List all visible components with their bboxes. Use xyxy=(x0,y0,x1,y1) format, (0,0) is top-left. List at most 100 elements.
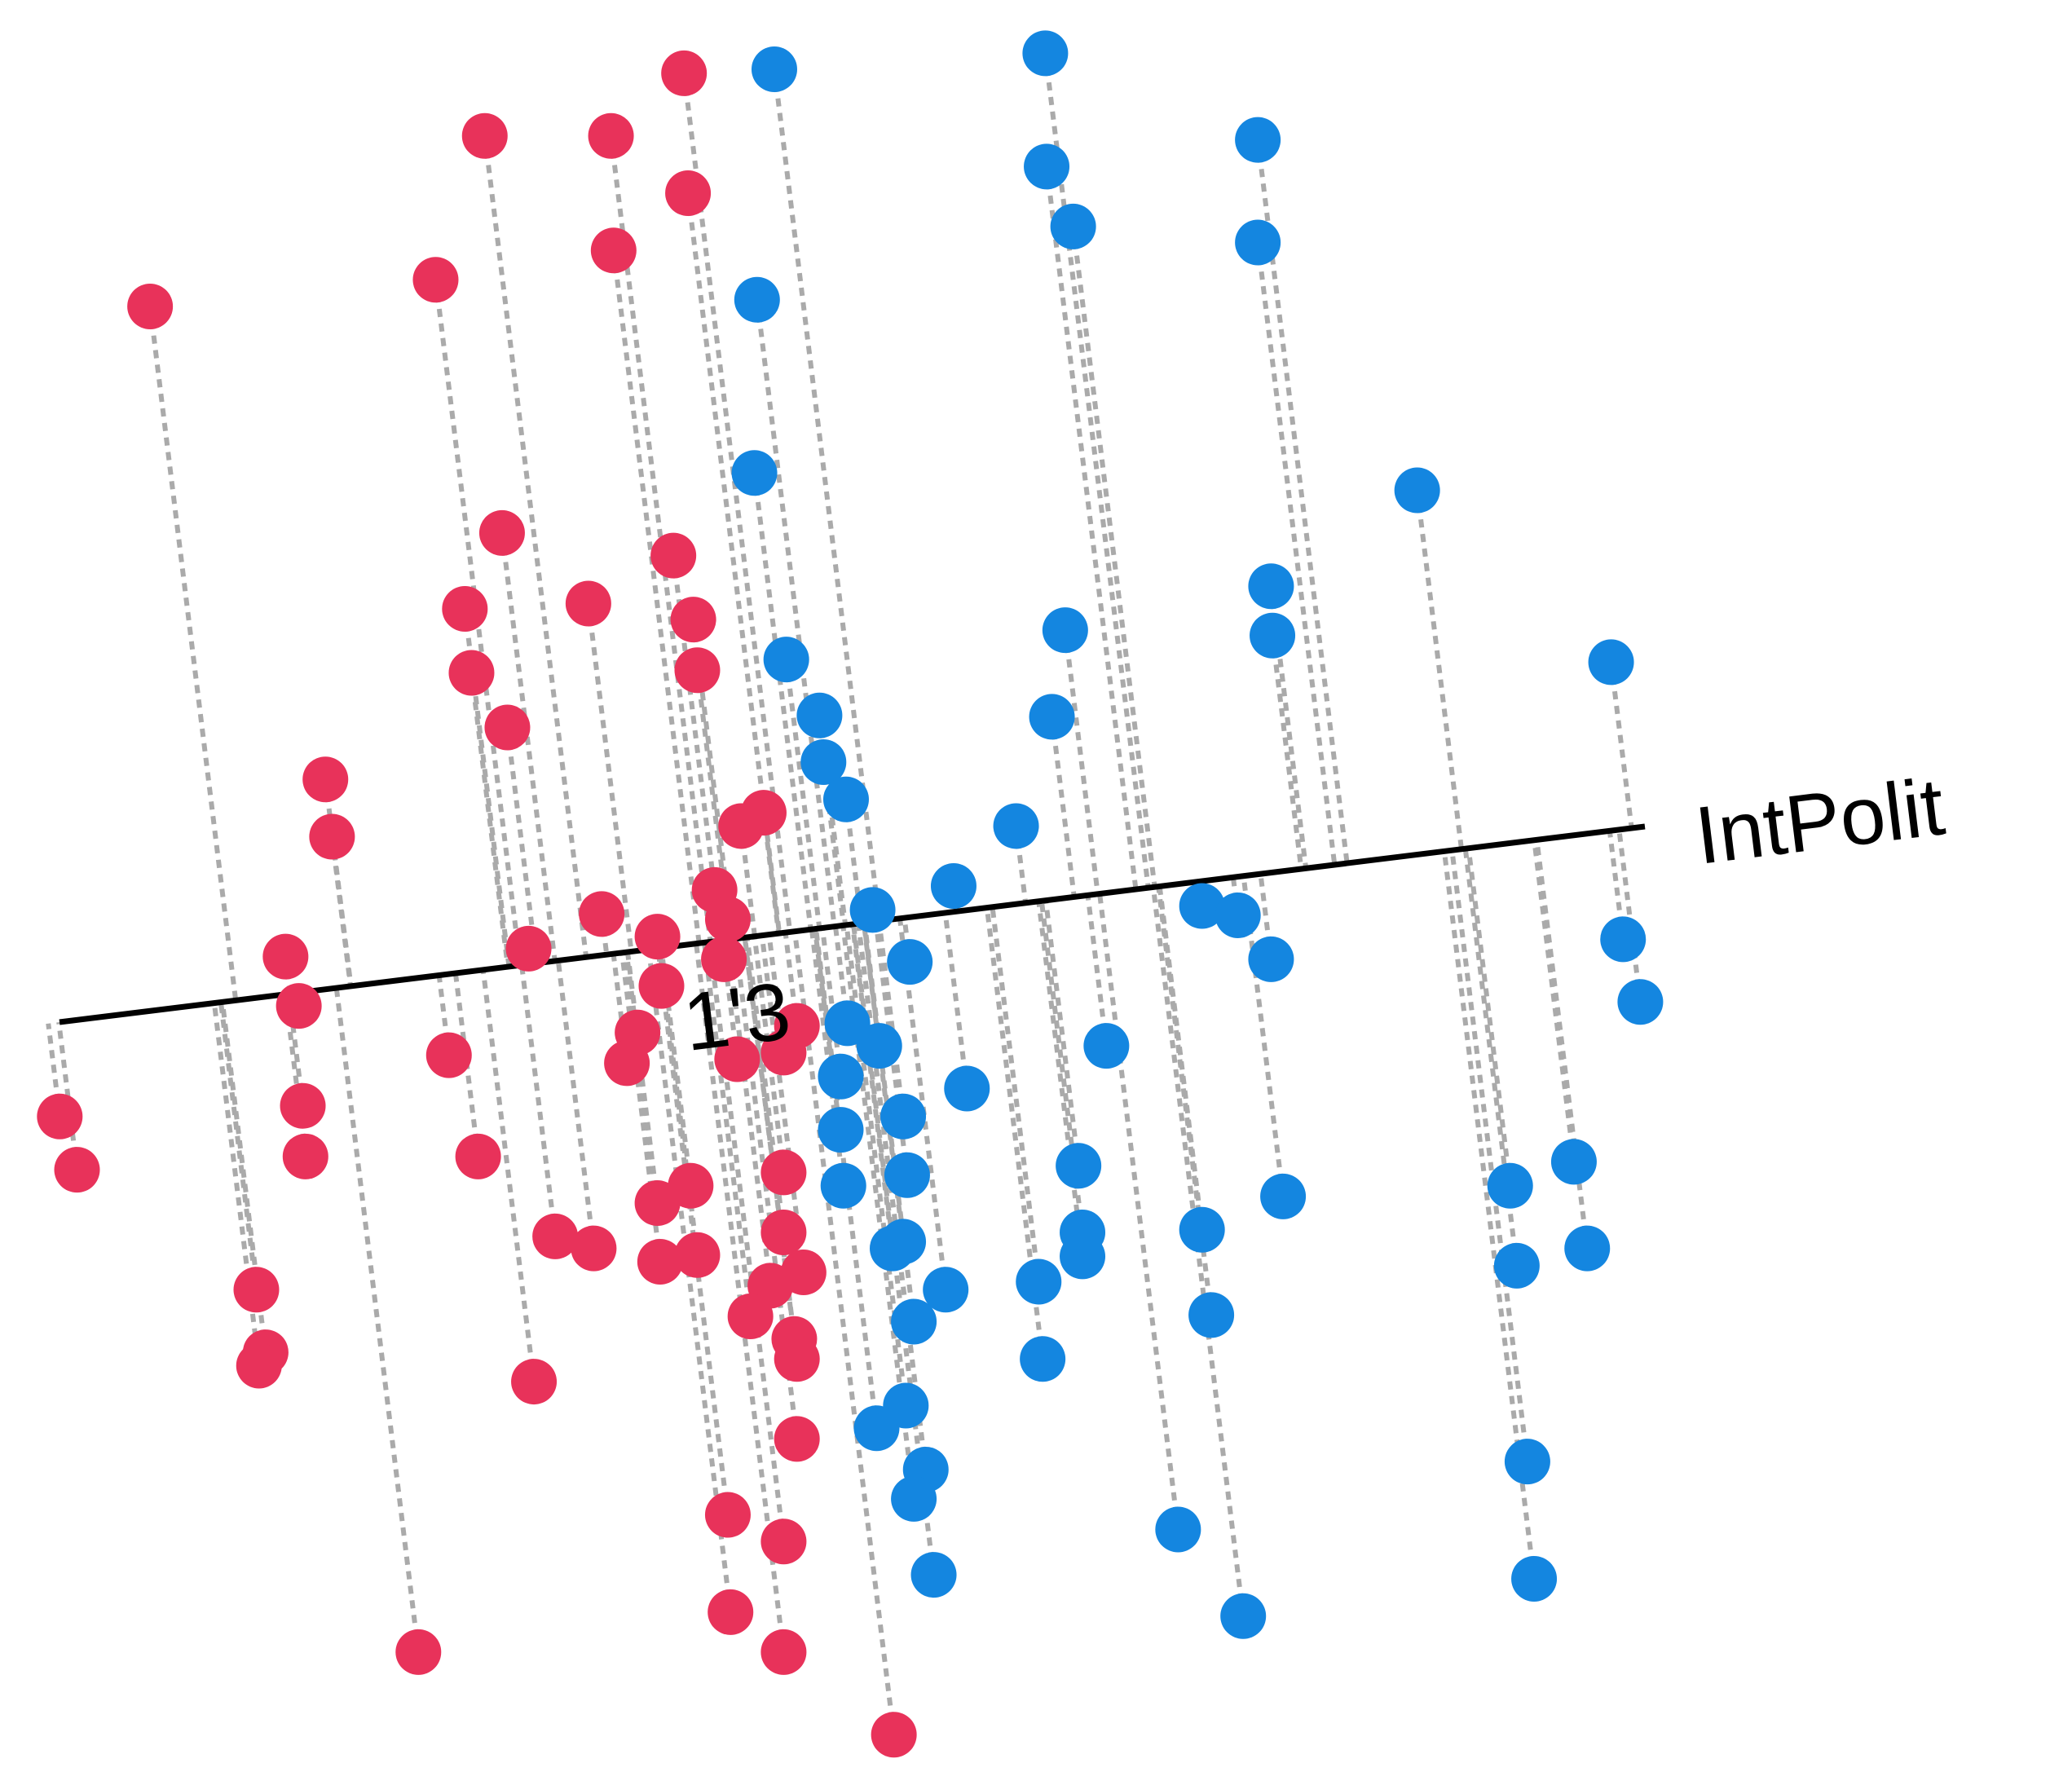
point xyxy=(127,283,174,329)
point xyxy=(1050,203,1096,249)
point xyxy=(763,637,809,683)
point xyxy=(944,1065,990,1112)
point xyxy=(1215,892,1261,938)
projection-line xyxy=(505,727,540,964)
point xyxy=(849,887,896,933)
point xyxy=(871,1712,917,1758)
point xyxy=(674,1232,721,1278)
point xyxy=(511,1359,558,1405)
point xyxy=(1588,639,1634,685)
projection-line xyxy=(333,987,421,1653)
point xyxy=(824,1000,871,1047)
point xyxy=(1024,143,1070,190)
projection-line xyxy=(820,928,844,1078)
point xyxy=(818,1107,864,1153)
projection-line xyxy=(681,73,793,932)
point xyxy=(923,1267,969,1313)
projection-line xyxy=(659,947,694,1187)
point xyxy=(650,532,697,579)
point xyxy=(704,1492,751,1538)
point xyxy=(665,170,712,217)
point xyxy=(1220,1593,1267,1639)
projection-line xyxy=(876,920,906,1117)
point xyxy=(425,1032,472,1078)
point xyxy=(1617,979,1664,1025)
point xyxy=(1155,1506,1201,1553)
projection-line xyxy=(742,937,800,1360)
point xyxy=(1600,916,1647,963)
point xyxy=(455,1133,501,1179)
projection-line xyxy=(148,306,239,1001)
projection-line xyxy=(1270,635,1304,870)
point xyxy=(774,1003,820,1049)
point xyxy=(708,1589,754,1635)
point xyxy=(760,1209,807,1255)
point xyxy=(302,756,349,803)
point xyxy=(734,276,780,323)
point xyxy=(740,790,787,836)
projection-line xyxy=(792,931,897,1735)
point xyxy=(442,586,488,633)
projection-line xyxy=(821,761,846,926)
projection-line xyxy=(1043,53,1151,888)
point xyxy=(884,1152,930,1198)
point xyxy=(704,896,751,942)
point xyxy=(565,580,611,627)
point xyxy=(993,803,1039,849)
point xyxy=(282,1133,328,1179)
projection-line xyxy=(752,472,813,930)
point xyxy=(1083,1023,1130,1069)
point xyxy=(760,1149,807,1196)
projection-line xyxy=(624,951,660,1204)
point xyxy=(1394,467,1440,514)
point xyxy=(1260,1173,1307,1219)
point xyxy=(588,112,634,159)
point xyxy=(1511,1555,1558,1602)
tick-label: 1'3 xyxy=(679,965,796,1069)
point xyxy=(1056,1143,1102,1189)
projection-line xyxy=(1036,901,1086,1257)
projection-line xyxy=(608,135,713,942)
projection-line xyxy=(707,941,787,1542)
projection-line xyxy=(555,960,597,1249)
point xyxy=(276,983,322,1029)
projection-line xyxy=(655,948,730,1515)
point xyxy=(604,1040,650,1087)
projection-line xyxy=(990,906,1042,1282)
projection-line xyxy=(1466,848,1513,1187)
point xyxy=(484,704,531,751)
projection-line xyxy=(1616,829,1643,1003)
point xyxy=(820,1162,866,1209)
projection-line xyxy=(942,912,970,1089)
point xyxy=(448,650,495,696)
point xyxy=(1016,1258,1062,1305)
point xyxy=(532,1213,579,1259)
projection-line xyxy=(759,935,806,1273)
point xyxy=(280,1082,326,1129)
point xyxy=(714,1036,760,1082)
point xyxy=(1564,1225,1611,1272)
point xyxy=(54,1147,100,1193)
projection-line xyxy=(702,942,753,1317)
point xyxy=(1493,1242,1540,1289)
projection-line xyxy=(1049,716,1077,897)
point xyxy=(579,891,625,937)
projection-line xyxy=(1013,826,1029,904)
projection-line xyxy=(611,249,702,944)
point xyxy=(461,112,508,159)
projection-line xyxy=(1156,886,1215,1316)
point xyxy=(891,1298,937,1345)
projection-line xyxy=(754,299,837,928)
point xyxy=(930,863,976,909)
projection-line xyxy=(856,923,928,1470)
point xyxy=(1188,1292,1235,1338)
point xyxy=(822,776,869,822)
point xyxy=(760,1519,807,1565)
projection-line xyxy=(218,1002,259,1290)
point xyxy=(1487,1162,1533,1209)
point xyxy=(796,692,843,738)
point xyxy=(774,1336,820,1382)
projection-line xyxy=(482,135,589,958)
projection-line xyxy=(1449,849,1530,1462)
